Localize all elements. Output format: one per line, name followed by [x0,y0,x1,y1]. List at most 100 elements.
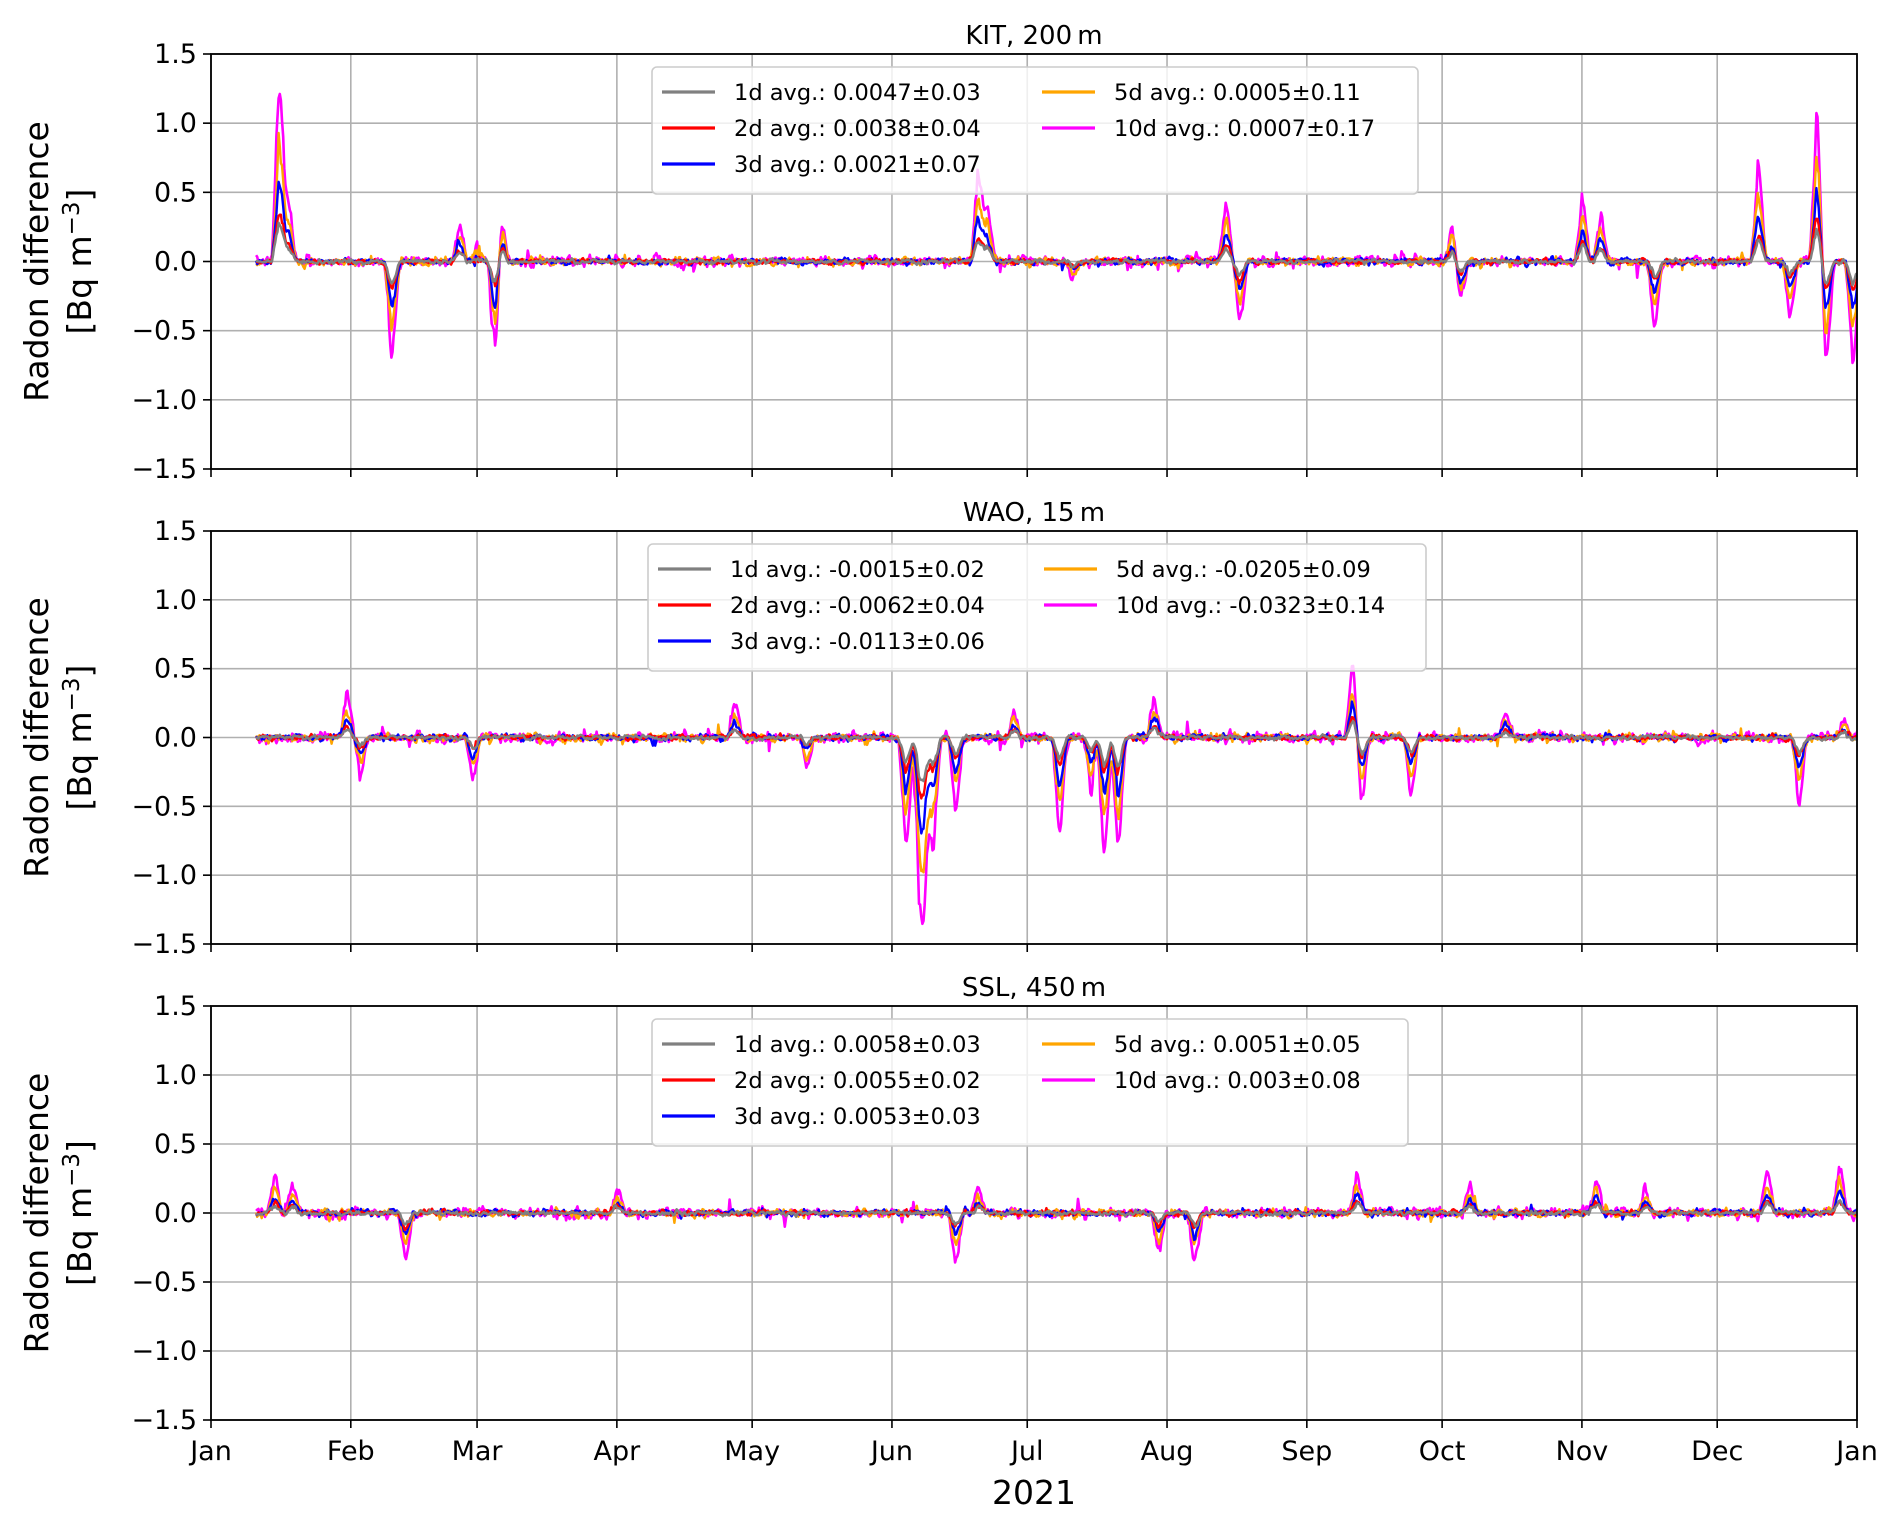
legend-frame [647,543,1427,672]
y-tick-label: −0.5 [131,316,197,347]
panel-2: WAO, 15 m −1.5 −1.0 −0.5 0.0 0.5 1.0 1.5 Radon d… [17,498,1858,960]
x-tick-label: Aug [1141,1436,1194,1467]
y-axis-unit-base: [Bq m [60,235,99,334]
y-axis-unit-base: [Bq m [60,1187,99,1286]
legend-item: 1d avg.: 0.0058±0.03 [662,1032,981,1058]
axes-frame [210,53,1858,470]
y-tick-label: −1.0 [131,860,197,891]
y-axis-label: Radon difference [17,121,56,402]
legend-label: 2d avg.: 0.0055±0.02 [734,1068,981,1094]
y-tick-label: −1.0 [131,385,197,416]
y-axis-unit-close: ] [60,1140,99,1153]
series-line-1 [255,719,1857,783]
series-line-4 [254,693,1857,874]
y-tick-label: −0.5 [131,791,197,822]
legend-item: 10d avg.: 0.0007±0.17 [1042,116,1375,142]
legend-item: 5d avg.: -0.0205±0.09 [1044,557,1371,583]
legend-item: 1d avg.: 0.0047±0.03 [662,80,981,106]
x-tick-label: Dec [1691,1436,1743,1467]
legend-label: 3d avg.: -0.0113±0.06 [730,629,985,655]
legend-item: 5d avg.: 0.0051±0.05 [1042,1032,1361,1058]
panel-title: SSL, 450 m [962,973,1106,1003]
y-tick-label: 1.0 [154,1060,197,1091]
legend-label: 3d avg.: 0.0053±0.03 [734,1104,981,1130]
legend-item: 3d avg.: 0.0053±0.03 [662,1104,981,1130]
y-tick-label: 1.5 [154,516,197,547]
legend-item: 10d avg.: -0.0323±0.14 [1044,593,1385,619]
y-tick-label: −1.5 [131,454,197,485]
y-axis-unit: [Bq m−3] [59,665,99,811]
x-tick-label: Mar [452,1436,504,1467]
y-axis-unit: [Bq m−3] [59,189,99,335]
legend-item: 2d avg.: -0.0062±0.04 [658,593,985,619]
y-tick-label: −1.5 [131,929,197,960]
series-line-5 [254,664,1857,926]
y-tick-label: 1.0 [154,585,197,616]
axes-frame [210,530,1858,945]
y-axis-unit-exp: −3 [59,1153,85,1187]
y-tick-label: −1.5 [131,1405,197,1436]
legend-item: 2d avg.: 0.0055±0.02 [662,1068,981,1094]
legend-label: 10d avg.: 0.003±0.08 [1114,1068,1361,1094]
y-tick-label: 0.5 [154,654,197,685]
series-group [254,664,1857,926]
y-axis-label: Radon difference [17,597,56,878]
legend-item: 2d avg.: 0.0038±0.04 [662,116,981,142]
y-tick-label: −0.5 [131,1267,197,1298]
legend-item: 5d avg.: 0.0005±0.11 [1042,80,1361,106]
legend-label: 10d avg.: 0.0007±0.17 [1114,116,1375,142]
y-tick-label: 0.0 [154,723,197,754]
legend-item: 1d avg.: -0.0015±0.02 [658,557,985,583]
x-tick-label: Sep [1281,1436,1332,1467]
x-tick-label: Apr [594,1436,642,1467]
y-axis-unit: [Bq m−3] [59,1140,99,1286]
x-tick-label: May [724,1436,780,1467]
y-tick-label: −1.0 [131,1336,197,1367]
panel-title: WAO, 15 m [963,498,1105,528]
legend-label: 10d avg.: -0.0323±0.14 [1116,593,1385,619]
panel-1: KIT, 200 m −1.5 −1.0 −0.5 0.0 0.5 1.0 1.5 Radon … [17,21,1858,485]
axes-frame [210,1005,1858,1421]
legend-label: 5d avg.: -0.0205±0.09 [1116,557,1371,583]
x-tick-label: Jun [869,1436,913,1467]
y-axis-unit-close: ] [60,665,99,678]
x-tick-label: Oct [1419,1436,1466,1467]
y-tick-label: 0.5 [154,177,197,208]
legend-label: 1d avg.: 0.0047±0.03 [734,80,981,106]
y-tick-label: 0.5 [154,1129,197,1160]
legend: 1d avg.: 0.0047±0.03 2d avg.: 0.0038±0.04… [651,66,1419,195]
y-tick-label: 1.5 [154,991,197,1022]
legend-label: 2d avg.: 0.0038±0.04 [734,116,981,142]
y-axis-unit-exp: −3 [59,201,85,235]
y-tick-label: 0.0 [154,247,197,278]
x-tick-label: Jul [1009,1436,1044,1467]
x-axis-label: 2021 [992,1473,1076,1512]
legend-frame [651,1018,1409,1147]
legend-frame [651,66,1419,195]
legend-label: 3d avg.: 0.0021±0.07 [734,152,981,178]
series-line-3 [254,180,1857,309]
x-tick-label: Jan [1834,1436,1878,1467]
legend-label: 5d avg.: 0.0005±0.11 [1114,80,1361,106]
legend-label: 2d avg.: -0.0062±0.04 [730,593,985,619]
legend-label: 5d avg.: 0.0051±0.05 [1114,1032,1361,1058]
legend-item: 10d avg.: 0.003±0.08 [1042,1068,1361,1094]
x-tick-label: Nov [1556,1436,1609,1467]
y-axis-label: Radon difference [17,1073,56,1354]
y-axis-unit-close: ] [60,189,99,202]
legend-item: 3d avg.: 0.0021±0.07 [662,152,981,178]
x-tick-label: Jan [188,1436,232,1467]
legend: 1d avg.: 0.0058±0.03 2d avg.: 0.0055±0.02… [651,1018,1409,1147]
legend: 1d avg.: -0.0015±0.02 2d avg.: -0.0062±0.… [647,543,1427,672]
y-axis-unit-base: [Bq m [60,711,99,810]
series-line-1 [255,1199,1857,1228]
y-axis-unit-exp: −3 [59,677,85,711]
y-tick-label: 1.0 [154,108,197,139]
legend-label: 1d avg.: 0.0058±0.03 [734,1032,981,1058]
legend-label: 1d avg.: -0.0015±0.02 [730,557,985,583]
x-tick-label: Feb [327,1436,375,1467]
series-group [254,1165,1857,1264]
legend-item: 3d avg.: -0.0113±0.06 [658,629,985,655]
series-group [254,92,1857,365]
